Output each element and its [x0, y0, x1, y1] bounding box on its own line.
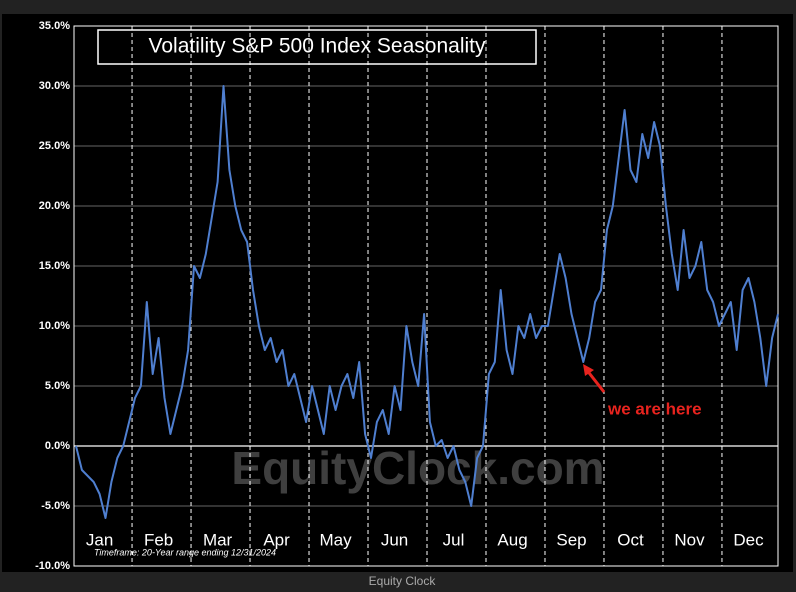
- annotation: we are here: [607, 399, 702, 418]
- x-tick-label: Jan: [86, 530, 113, 549]
- x-tick-label: Feb: [144, 530, 173, 549]
- x-tick-label: Jul: [443, 530, 465, 549]
- x-tick-label: Sep: [556, 530, 586, 549]
- y-tick-label: -10.0%: [35, 560, 70, 572]
- source: Equity Clock: [369, 574, 437, 588]
- x-tick-label: May: [320, 530, 353, 549]
- plot: -10.0% -5.0% 0.0% 5.0% 10.0% 15.0% 20.0% 25.0% 3…: [35, 20, 779, 572]
- line-series: [75, 85, 779, 519]
- x-tick-label: Dec: [733, 530, 764, 549]
- y-tick-label: 15.0%: [39, 260, 70, 272]
- y-tick-label: 20.0%: [39, 200, 70, 212]
- x-tick-label: Mar: [203, 530, 233, 549]
- y-tick-label: 30.0%: [39, 80, 70, 92]
- x-tick-label: Apr: [263, 530, 290, 549]
- y-tick-label: 35.0%: [39, 20, 70, 32]
- x-tick-label: Nov: [674, 530, 705, 549]
- x-tick-label: Aug: [497, 530, 527, 549]
- x-tick-label: Jun: [381, 530, 408, 549]
- y-tick-label: 5.0%: [45, 380, 70, 392]
- y-tick-label: 10.0%: [39, 320, 70, 332]
- x-tick-label: Oct: [617, 530, 644, 549]
- y-tick-label: -5.0%: [41, 500, 70, 512]
- chart-title: Volatility S&P 500 Index Seasonality: [149, 35, 486, 58]
- y-tick-label: 25.0%: [39, 140, 70, 152]
- watermark: EquityClock.com: [231, 442, 604, 494]
- annotation-arrowhead: [583, 364, 594, 376]
- y-tick-label: 0.0%: [45, 440, 70, 452]
- timeframe-note: Timeframe: 20-Year range ending 12/31/20…: [94, 547, 276, 557]
- title-box: [97, 29, 537, 65]
- chart-background: [2, 14, 793, 572]
